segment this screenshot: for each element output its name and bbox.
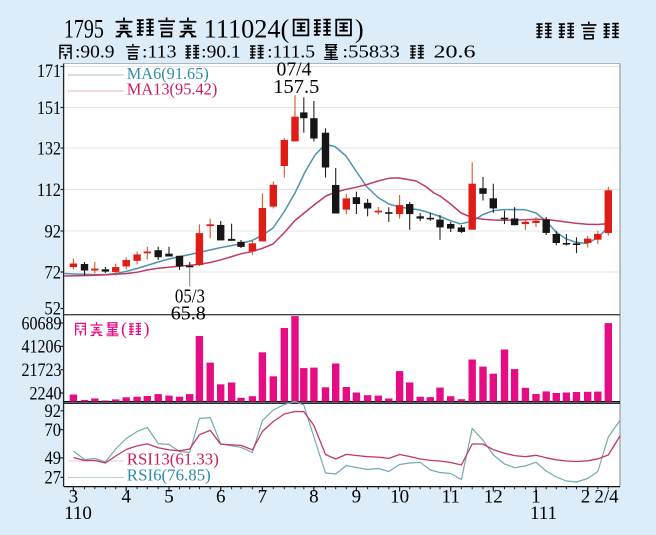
svg-text:05/3: 05/3 xyxy=(175,285,205,307)
svg-text:12: 12 xyxy=(484,487,503,508)
svg-text:65.8: 65.8 xyxy=(171,303,206,325)
svg-text::90.9: :90.9 xyxy=(75,42,115,62)
svg-text:171: 171 xyxy=(37,62,61,82)
svg-text:2: 2 xyxy=(581,487,591,508)
svg-text:2240: 2240 xyxy=(30,384,62,404)
svg-text:11: 11 xyxy=(442,487,460,508)
svg-text:41206: 41206 xyxy=(22,338,62,358)
svg-text:21723: 21723 xyxy=(22,361,62,381)
svg-text:07/4: 07/4 xyxy=(277,58,312,80)
svg-text:92: 92 xyxy=(45,402,62,422)
svg-text:72: 72 xyxy=(45,263,62,283)
svg-text:8: 8 xyxy=(309,487,319,508)
svg-text:1795: 1795 xyxy=(64,15,104,44)
svg-text:7: 7 xyxy=(258,487,268,508)
svg-text:): ) xyxy=(355,15,364,44)
svg-text:92: 92 xyxy=(45,222,62,242)
svg-text::113: :113 xyxy=(142,42,177,62)
svg-text:(: ( xyxy=(121,318,127,339)
svg-text:151: 151 xyxy=(37,99,61,119)
svg-text:52: 52 xyxy=(45,300,62,320)
svg-text:9: 9 xyxy=(352,487,362,508)
svg-text:MA6(91.65): MA6(91.65) xyxy=(127,64,209,83)
svg-text:2/4: 2/4 xyxy=(595,487,619,508)
svg-text:MA13(95.42): MA13(95.42) xyxy=(127,79,218,98)
svg-text:132: 132 xyxy=(37,139,61,159)
svg-text:20.6: 20.6 xyxy=(434,42,476,62)
svg-text:157.5: 157.5 xyxy=(273,76,319,98)
svg-text:111: 111 xyxy=(530,503,557,524)
svg-text:111024(: 111024( xyxy=(204,15,290,44)
svg-text::55833: :55833 xyxy=(342,42,400,62)
svg-text:6: 6 xyxy=(216,487,226,508)
svg-text:RSI13(61.33): RSI13(61.33) xyxy=(127,449,219,468)
svg-text:4: 4 xyxy=(121,487,131,508)
svg-text::111.5: :111.5 xyxy=(267,42,315,62)
svg-text:3: 3 xyxy=(69,487,79,508)
svg-text:1: 1 xyxy=(531,487,541,508)
svg-text::90.1: :90.1 xyxy=(201,42,241,62)
svg-text:112: 112 xyxy=(37,181,61,201)
svg-text:110: 110 xyxy=(64,503,92,524)
svg-text:5: 5 xyxy=(164,487,174,508)
svg-text:27: 27 xyxy=(45,469,62,489)
svg-text:70: 70 xyxy=(45,421,62,441)
svg-text:): ) xyxy=(144,318,150,339)
svg-text:60689: 60689 xyxy=(22,314,62,334)
svg-text:RSI6(76.85): RSI6(76.85) xyxy=(127,466,211,485)
svg-text:10: 10 xyxy=(390,487,409,508)
svg-text:49: 49 xyxy=(45,449,62,469)
